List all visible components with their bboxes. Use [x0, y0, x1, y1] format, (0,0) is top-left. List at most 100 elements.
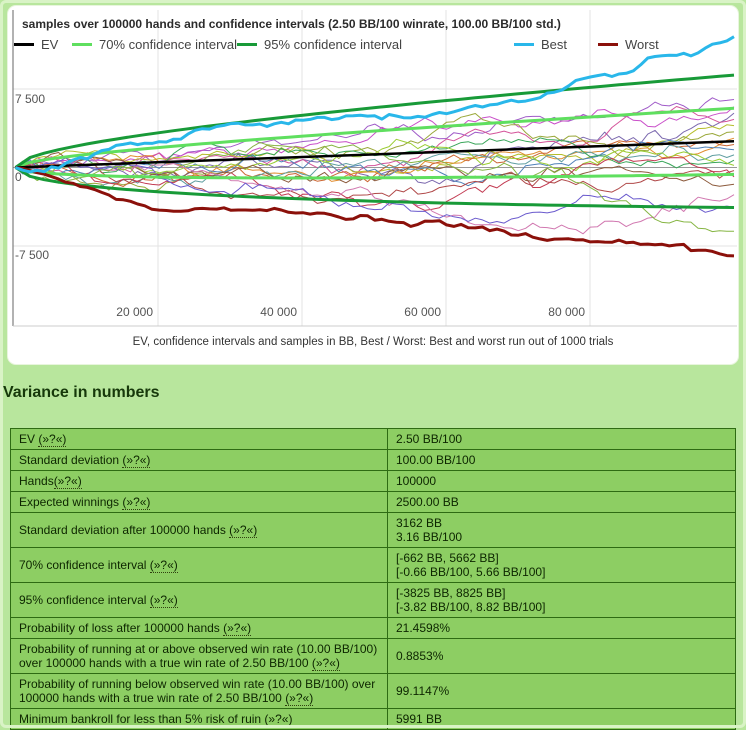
row-value-line: [-662 BB, 5662 BB] — [396, 551, 499, 565]
legend-label: 95% confidence interval — [264, 37, 403, 52]
row-value: 3162 BB 3.16 BB/100 — [387, 512, 736, 548]
row-label: 70% confidence interval (»?«) — [10, 547, 388, 583]
tooltip-marker[interactable]: (»?«) — [285, 691, 314, 706]
sample-run-line — [15, 157, 735, 211]
table-row: Expected winnings (»?«) 2500.00 BB — [10, 491, 736, 513]
x-tick-20000: 20 000 — [116, 305, 153, 319]
legend-label: EV — [41, 37, 59, 52]
sample-run-line — [15, 160, 735, 204]
row-value-line: 99.1147% — [396, 684, 450, 698]
row-label-text: Minimum bankroll for less than 5% risk o… — [19, 712, 265, 726]
table-row: Probability of loss after 100000 hands (… — [10, 617, 736, 639]
legend-swatch-icon — [598, 43, 618, 46]
legend-label: Best — [541, 37, 568, 52]
legend-item-worst: Worst — [598, 37, 659, 52]
row-label: Standard deviation after 100000 hands (»… — [10, 512, 388, 548]
row-value-line: 3162 BB — [396, 516, 443, 530]
row-value: 0.8853% — [387, 638, 736, 674]
row-value-line: 0.8853% — [396, 649, 444, 663]
y-tick-0: 0 — [15, 170, 22, 184]
variance-table: EV (»?«) 2.50 BB/100 Standard deviation (»… — [10, 428, 736, 730]
row-label: Standard deviation (»?«) — [10, 449, 388, 471]
row-label: Hands(»?«) — [10, 470, 388, 492]
legend-item-70-confidence-interval: 70% confidence interval — [72, 37, 237, 52]
variance-chart-canvas — [12, 10, 737, 327]
table-row: 70% confidence interval (»?«) [-662 BB, 5… — [10, 547, 736, 583]
ev-line — [15, 140, 735, 169]
table-row: Probability of running below observed wi… — [10, 673, 736, 709]
sample-run-line — [15, 156, 735, 235]
row-label: Probability of running below observed wi… — [10, 673, 388, 709]
row-value-line: [-0.66 BB/100, 5.66 BB/100] — [396, 565, 546, 579]
tooltip-marker[interactable]: (»?«) — [122, 453, 151, 468]
variance-table-body: EV (»?«) 2.50 BB/100 Standard deviation (»… — [10, 428, 736, 730]
row-value-line: [-3825 BB, 8825 BB] — [396, 586, 506, 600]
chart-legend: EV 70% confidence interval 95% confidence … — [8, 37, 738, 53]
ci70-lower-line — [15, 166, 735, 180]
row-label: Probability of loss after 100000 hands (… — [10, 617, 388, 639]
row-label-text: Probability of running below observed wi… — [19, 677, 376, 705]
tooltip-marker[interactable]: (»?«) — [53, 474, 82, 489]
row-label-text: 70% confidence interval — [19, 558, 150, 572]
row-label-text: Standard deviation — [19, 453, 123, 467]
row-value: [-3825 BB, 8825 BB] [-3.82 BB/100, 8.82 B… — [387, 582, 736, 618]
row-value-line: 100000 — [396, 474, 437, 488]
tooltip-marker[interactable]: (»?«) — [122, 495, 151, 510]
row-label-text: Standard deviation after 100000 hands — [19, 523, 230, 537]
table-row: EV (»?«) 2.50 BB/100 — [10, 428, 736, 450]
chart-title: samples over 100000 hands and confidence… — [22, 17, 561, 31]
legend-swatch-icon — [72, 43, 92, 46]
legend-label: Worst — [625, 37, 659, 52]
tooltip-marker[interactable]: (»?«) — [38, 432, 67, 447]
row-value-line: [-3.82 BB/100, 8.82 BB/100] — [396, 600, 546, 614]
legend-swatch-icon — [237, 43, 257, 46]
row-value-line: 100.00 BB/100 — [396, 453, 476, 467]
row-label: Minimum bankroll for less than 5% risk o… — [10, 708, 388, 730]
row-value-line: 2.50 BB/100 — [396, 432, 463, 446]
row-value: 2.50 BB/100 — [387, 428, 736, 450]
row-label: Probability of running at or above obser… — [10, 638, 388, 674]
row-value: [-662 BB, 5662 BB] [-0.66 BB/100, 5.66 BB… — [387, 547, 736, 583]
row-label-text: Probability of loss after 100000 hands — [19, 621, 224, 635]
row-label-text: EV — [19, 432, 39, 446]
ci95-upper-line — [14, 73, 735, 169]
legend-swatch-icon — [14, 43, 34, 46]
table-row: Minimum bankroll for less than 5% risk o… — [10, 708, 736, 730]
tooltip-marker[interactable]: (»?«) — [229, 523, 258, 538]
row-label: EV (»?«) — [10, 428, 388, 450]
page-title: Variance in numbers — [3, 384, 160, 401]
row-label: Expected winnings (»?«) — [10, 491, 388, 513]
ci70-upper-line — [14, 106, 735, 169]
table-row: 95% confidence interval (»?«) [-3825 BB, … — [10, 582, 736, 618]
table-row: Standard deviation after 100000 hands (»… — [10, 512, 736, 548]
row-value-line: 2500.00 BB — [396, 495, 459, 509]
sample-run-line — [15, 157, 735, 224]
worst-run-line — [15, 166, 735, 258]
legend-item-ev: EV — [14, 37, 58, 52]
x-tick-60000: 60 000 — [404, 305, 441, 319]
row-label-text: Expected winnings — [19, 495, 123, 509]
tooltip-marker[interactable]: (»?«) — [311, 656, 340, 671]
x-tick-40000: 40 000 — [260, 305, 297, 319]
legend-item-95-confidence-interval: 95% confidence interval — [237, 37, 402, 52]
legend-item-best: Best — [514, 37, 567, 52]
legend-label: 70% confidence interval — [99, 37, 238, 52]
legend-swatch-icon — [514, 43, 534, 46]
tooltip-marker[interactable]: (»?«) — [223, 621, 252, 636]
row-value: 99.1147% — [387, 673, 736, 709]
variance-chart-panel: samples over 100000 hands and confidence… — [8, 6, 738, 364]
tooltip-marker[interactable]: (»?«) — [149, 593, 178, 608]
table-row: Probability of running at or above obser… — [10, 638, 736, 674]
row-label-text: Probability of running at or above obser… — [19, 642, 378, 670]
row-value: 100.00 BB/100 — [387, 449, 736, 471]
row-value-line: 5991 BB — [396, 712, 443, 726]
x-tick-80000: 80 000 — [548, 305, 585, 319]
chart-caption: EV, confidence intervals and samples in … — [132, 336, 614, 348]
table-row: Standard deviation (»?«) 100.00 BB/100 — [10, 449, 736, 471]
tooltip-marker[interactable]: (»?«) — [149, 558, 178, 573]
y-tick-7500: 7 500 — [15, 92, 46, 106]
tooltip-marker[interactable]: (»?«) — [264, 712, 293, 727]
row-label: 95% confidence interval (»?«) — [10, 582, 388, 618]
y-tick-neg-7500: -7 500 — [15, 248, 50, 262]
row-value: 100000 — [387, 470, 736, 492]
